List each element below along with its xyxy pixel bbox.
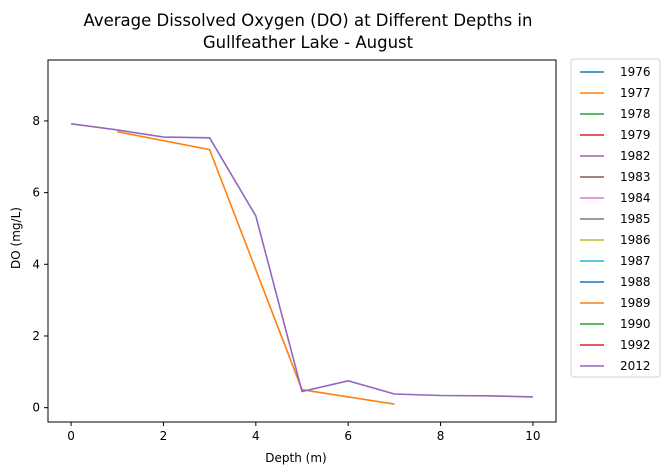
y-tick-label: 6 (32, 186, 40, 200)
x-tick-label: 10 (525, 429, 540, 443)
legend-items: 1976 1977 1978 1979 1982 1983 1984 1985 1986 1987… (580, 65, 651, 373)
legend-label-1983: 1983 (620, 170, 651, 184)
x-axis-ticks: 0 2 4 6 8 10 (67, 422, 541, 443)
legend-label-1988: 1988 (620, 275, 651, 289)
legend: 1976 1977 1978 1979 1982 1983 1984 1985 1986 1987… (570, 58, 661, 378)
legend-label-1986: 1986 (620, 233, 651, 247)
y-axis-label: DO (mg/L) (9, 207, 23, 269)
x-axis-label: Depth (m) (265, 451, 326, 465)
y-tick-label: 8 (32, 114, 40, 128)
y-tick-label: 0 (32, 401, 40, 415)
series-line-1989 (117, 130, 395, 405)
chart-title-line1: Average Dissolved Oxygen (DO) at Differe… (84, 11, 533, 30)
legend-label-2012: 2012 (620, 359, 651, 373)
x-tick-label: 8 (437, 429, 445, 443)
y-axis-ticks: 0 2 4 6 8 (32, 114, 48, 415)
series-line-2012 (70, 123, 533, 398)
plot-frame (47, 59, 557, 423)
legend-label-1984: 1984 (620, 191, 651, 205)
x-tick-label: 0 (67, 429, 75, 443)
legend-label-1985: 1985 (620, 212, 651, 226)
chart-title-line2: Gullfeather Lake - August (203, 33, 414, 52)
legend-label-1978: 1978 (620, 107, 651, 121)
legend-label-1979: 1979 (620, 128, 651, 142)
plot-lines (70, 123, 533, 405)
x-tick-label: 4 (252, 429, 260, 443)
legend-label-1976: 1976 (620, 65, 651, 79)
x-tick-label: 2 (160, 429, 168, 443)
legend-label-1990: 1990 (620, 317, 651, 331)
legend-label-1982: 1982 (620, 149, 651, 163)
x-tick-label: 6 (344, 429, 352, 443)
legend-label-1992: 1992 (620, 338, 651, 352)
legend-label-1987: 1987 (620, 254, 651, 268)
legend-box (570, 58, 661, 378)
y-tick-label: 4 (32, 257, 40, 271)
legend-label-1977: 1977 (620, 86, 651, 100)
legend-label-1989: 1989 (620, 296, 651, 310)
y-tick-label: 2 (32, 329, 40, 343)
